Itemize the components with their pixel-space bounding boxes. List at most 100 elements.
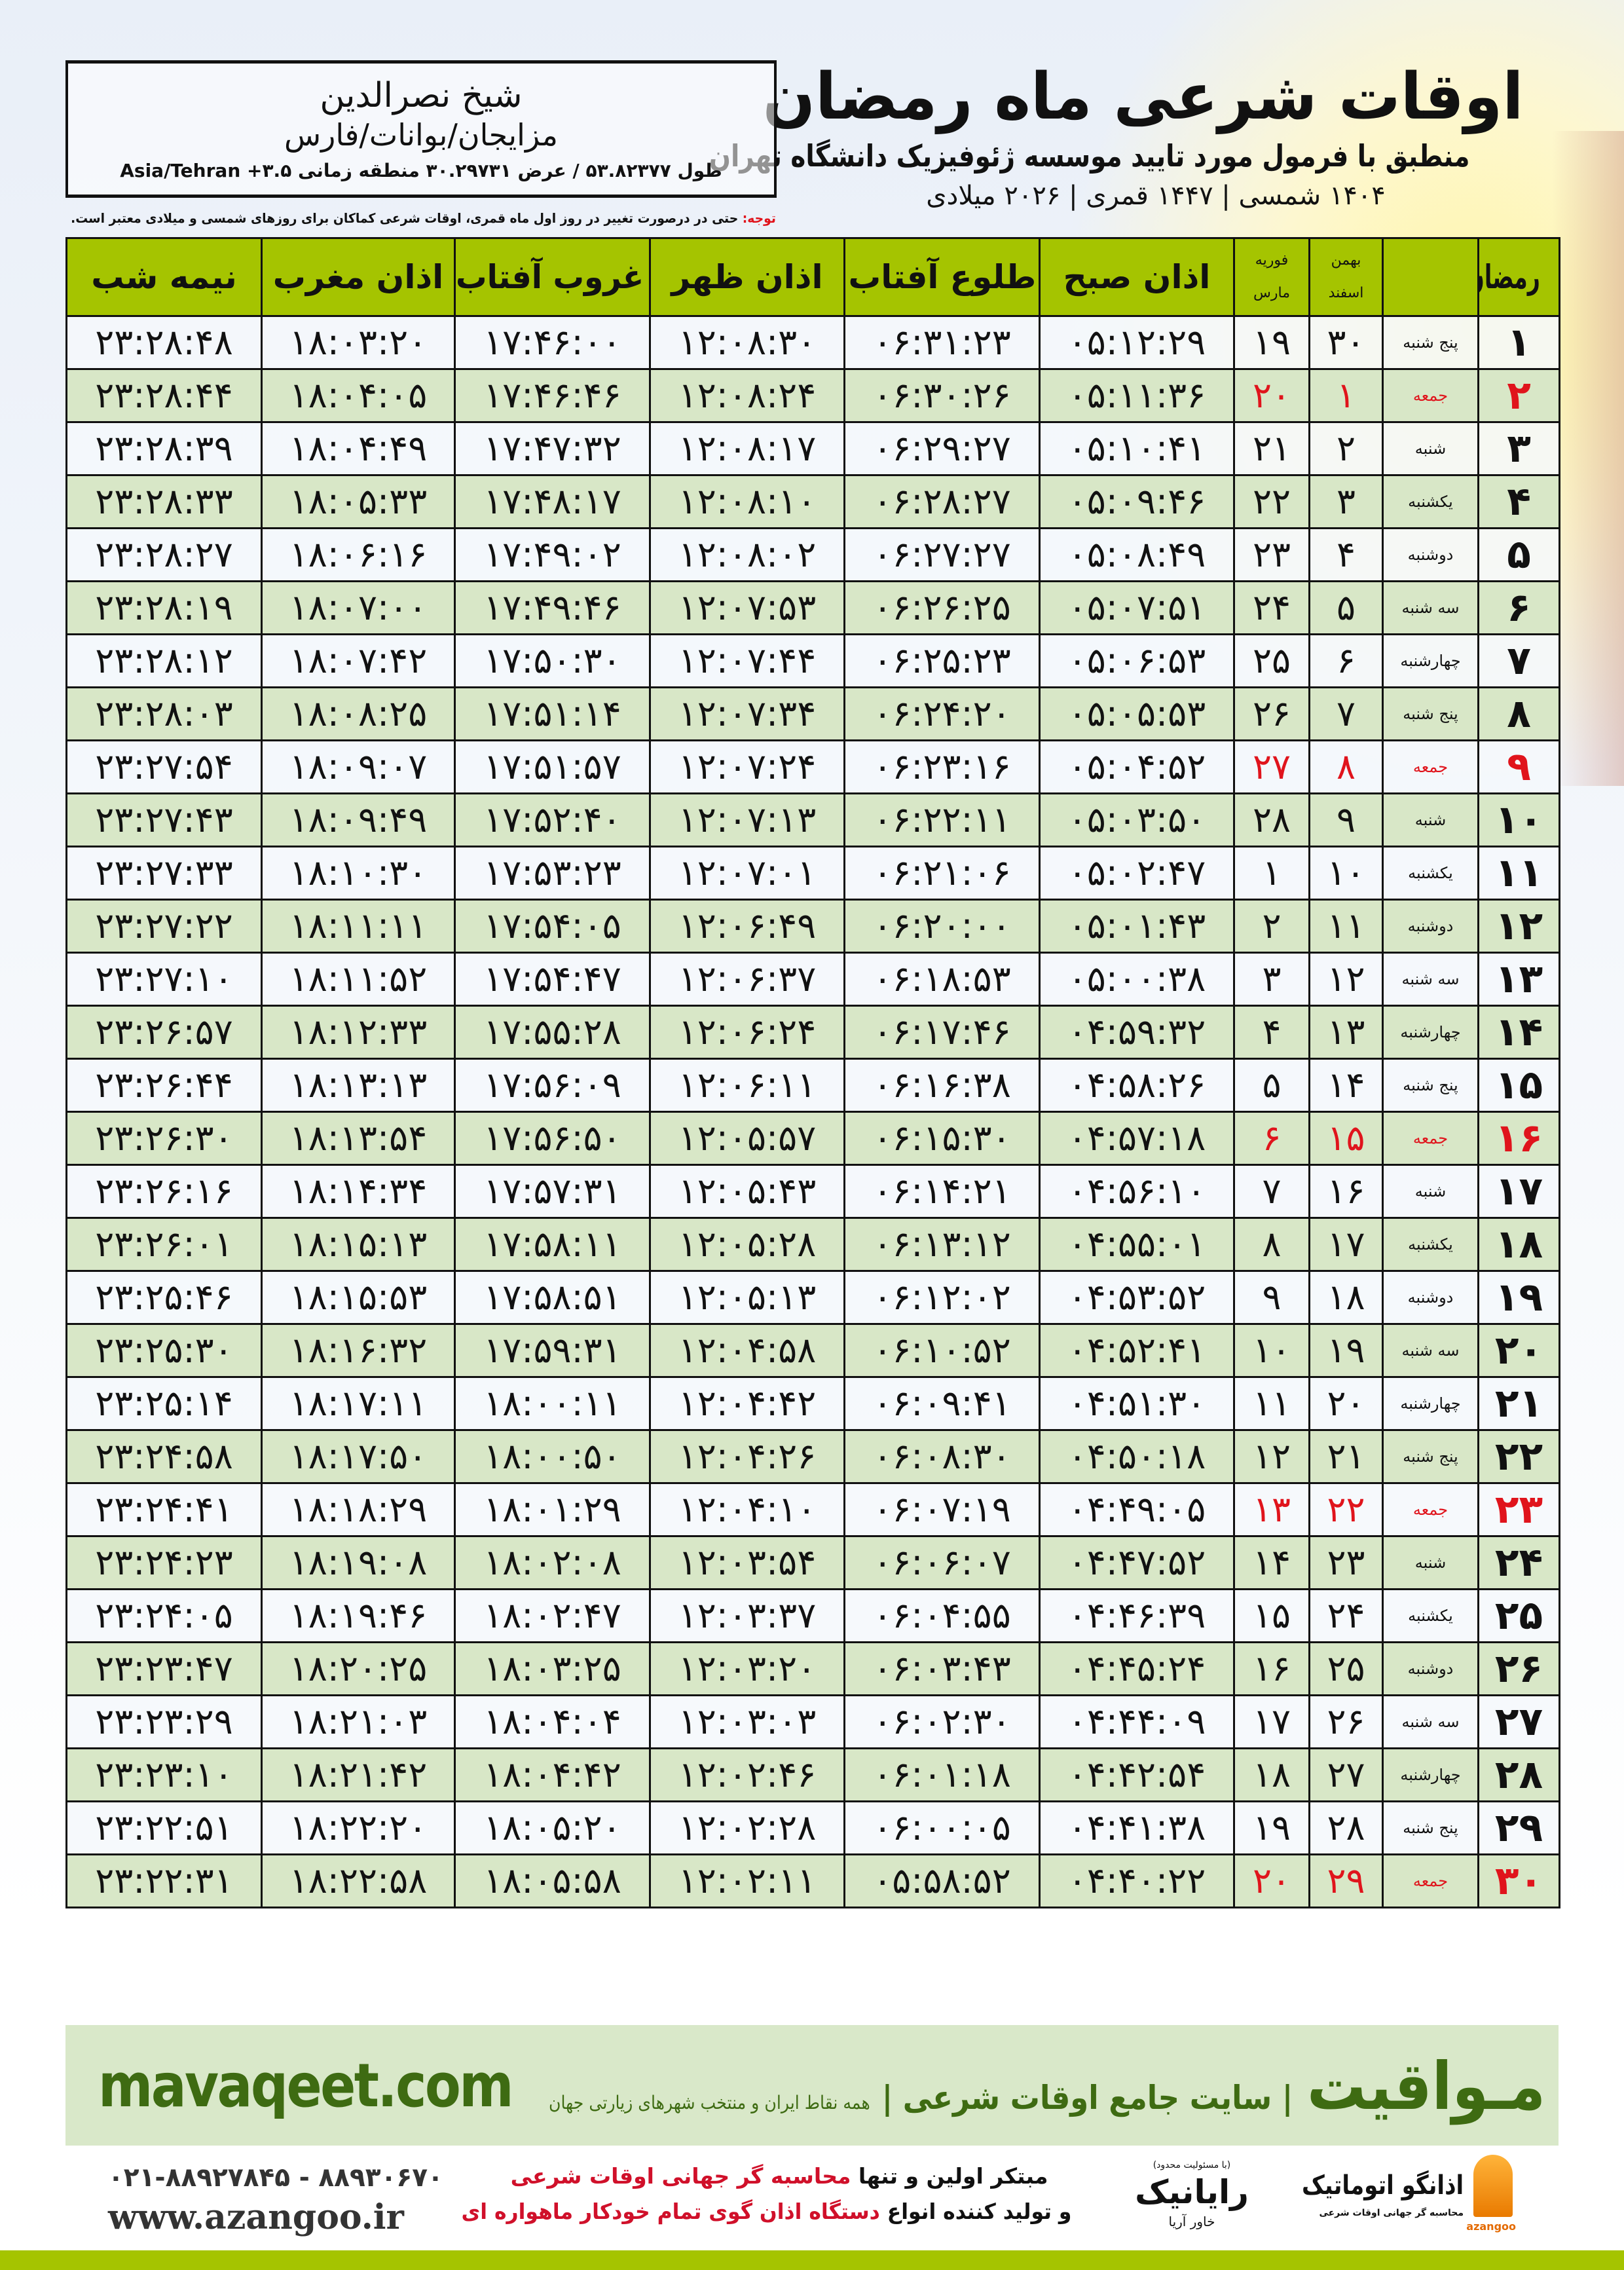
table-row: ۱۶ جمعه ۱۵ ۶ ۰۴:۵۷:۱۸ ۰۶:۱۵:۳۰ ۱۲:۰۵:۵۷ ۱۷:۵۶:۵… xyxy=(65,1111,1560,1166)
ghorub-time: ۱۸:۰۵:۵۸ xyxy=(483,1860,621,1901)
zohr-time-cell: ۱۲:۰۷:۱۳ xyxy=(649,792,845,847)
miladi-day-cell: ۶ xyxy=(1233,1111,1310,1166)
miladi-day: ۱۱ xyxy=(1252,1383,1291,1424)
maghrib-time-cell: ۱۸:۱۳:۵۴ xyxy=(261,1111,456,1166)
ghorub-time-cell: ۱۸:۰۰:۱۱ xyxy=(454,1376,651,1431)
header-miladi-bottom: مارس xyxy=(1253,285,1290,301)
tolu-time: ۰۶:۲۸:۲۷ xyxy=(873,481,1011,522)
shamsi-day-cell: ۱۴ xyxy=(1308,1058,1384,1113)
maghrib-time-cell: ۱۸:۰۳:۲۰ xyxy=(261,315,456,370)
table-row: ۵ دوشنبه ۴ ۲۳ ۰۵:۰۸:۴۹ ۰۶:۲۷:۲۷ ۱۲:۰۸:۰۲ ۱۷:۴۹:… xyxy=(65,527,1560,582)
shamsi-day: ۲۰ xyxy=(1327,1383,1365,1424)
header-ramadan-cell: رمضان xyxy=(1477,237,1560,317)
shamsi-day-cell: ۲۱ xyxy=(1308,1429,1384,1484)
maghrib-time-cell: ۱۸:۱۱:۱۱ xyxy=(261,899,456,954)
tolu-time: ۰۶:۰۳:۴۳ xyxy=(873,1648,1011,1689)
nime-shab-time: ۲۳:۲۸:۲۷ xyxy=(95,534,233,575)
maghrib-time-cell: ۱۸:۱۵:۵۳ xyxy=(261,1270,456,1325)
zohr-time-cell: ۱۲:۰۷:۵۳ xyxy=(649,580,845,635)
shamsi-day-cell: ۱۷ xyxy=(1308,1217,1384,1272)
miladi-day-cell: ۱۹ xyxy=(1233,1800,1310,1855)
mavaqeet-url[interactable]: mavaqeet.com xyxy=(98,2051,514,2121)
tolu-time-cell: ۰۶:۰۳:۴۳ xyxy=(843,1641,1041,1696)
tolu-time-cell: ۰۶:۰۰:۰۵ xyxy=(843,1800,1041,1855)
sobh-time: ۰۵:۰۸:۴۹ xyxy=(1067,534,1206,575)
zohr-time: ۱۲:۰۵:۴۳ xyxy=(678,1170,817,1212)
zohr-time-cell: ۱۲:۰۸:۲۴ xyxy=(649,368,845,423)
table-row: ۲۱ چهارشنبه ۲۰ ۱۱ ۰۴:۵۱:۳۰ ۰۶:۰۹:۴۱ ۱۲:۰۴:۴۲ ۱۸… xyxy=(65,1376,1560,1431)
weekday: سه شنبه xyxy=(1401,970,1460,988)
tolu-time-cell: ۰۶:۲۵:۲۳ xyxy=(843,633,1041,688)
ramadan-day: ۱۳ xyxy=(1494,956,1543,1002)
weekday: پنج شنبه xyxy=(1403,705,1458,723)
zohr-time-cell: ۱۲:۰۵:۱۳ xyxy=(649,1270,845,1325)
sobh-time-cell: ۰۴:۴۷:۵۲ xyxy=(1039,1535,1235,1590)
miladi-day-cell: ۲۸ xyxy=(1233,792,1310,847)
year-line-wrap: ۱۴۰۴ شمسی | ۱۴۴۷ قمری | ۲۰۲۶ میلادی xyxy=(773,178,1539,214)
maghrib-time-cell: ۱۸:۰۹:۴۹ xyxy=(261,792,456,847)
sobh-time: ۰۵:۰۳:۵۰ xyxy=(1067,799,1206,840)
miladi-day: ۳ xyxy=(1262,958,1282,999)
promo-line1-inner: مبتکر اولین و تنها محاسبه گر جهانی اوقات… xyxy=(511,2159,1048,2194)
sobh-time-cell: ۰۵:۰۳:۵۰ xyxy=(1039,792,1235,847)
miladi-day: ۱۹ xyxy=(1252,322,1291,363)
nime-shab-time-cell: ۲۳:۲۵:۳۰ xyxy=(65,1323,263,1378)
mavaqeet-brand-row: مـواقیت | سایت جامع اوقات شرعی | همه نقاط … xyxy=(544,2030,1545,2142)
weekday: دوشنبه xyxy=(1407,917,1454,935)
ramadan-day-cell: ۳ xyxy=(1477,421,1560,476)
maghrib-time-cell: ۱۸:۱۸:۲۹ xyxy=(261,1482,456,1537)
ghorub-time-cell: ۱۷:۵۰:۳۰ xyxy=(454,633,651,688)
table-row: ۶ سه شنبه ۵ ۲۴ ۰۵:۰۷:۵۱ ۰۶:۲۶:۲۵ ۱۲:۰۷:۵۳ ۱۷:۴۹… xyxy=(65,580,1560,635)
miladi-day: ۱۰ xyxy=(1252,1330,1291,1371)
shamsi-day: ۲ xyxy=(1336,428,1356,469)
nime-shab-time-cell: ۲۳:۲۸:۱۹ xyxy=(65,580,263,635)
location-box: شیخ نصرالدین مزایجان/بوانات/فارس طول ۵۳.… xyxy=(65,60,777,198)
header-ghorub-cell: غروب آفتاب xyxy=(454,237,651,317)
nime-shab-time: ۲۳:۲۶:۰۱ xyxy=(95,1223,233,1265)
ramadan-day: ۲۳ xyxy=(1494,1487,1543,1533)
nime-shab-time: ۲۳:۲۸:۱۲ xyxy=(95,640,233,681)
zohr-time: ۱۲:۰۵:۲۸ xyxy=(678,1223,817,1265)
zohr-time-cell: ۱۲:۰۸:۳۰ xyxy=(649,315,845,370)
zohr-time: ۱۲:۰۲:۴۶ xyxy=(678,1754,817,1795)
tolu-time: ۰۶:۲۴:۲۰ xyxy=(873,693,1011,734)
ghorub-time-cell: ۱۷:۴۶:۰۰ xyxy=(454,315,651,370)
sobh-time: ۰۴:۵۰:۱۸ xyxy=(1067,1436,1206,1477)
rayanik-logo: (با مسئولیت محدود) رایانیک خاور آریا xyxy=(1113,2159,1270,2231)
ramadan-day: ۲۷ xyxy=(1494,1699,1543,1745)
miladi-day-cell: ۵ xyxy=(1233,1058,1310,1113)
weekday-cell: چهارشنبه xyxy=(1382,1376,1479,1431)
promo-text: مبتکر اولین و تنها محاسبه گر جهانی اوقات… xyxy=(462,2159,1087,2229)
promo-line1: مبتکر اولین و تنها محاسبه گر جهانی اوقات… xyxy=(471,2159,1087,2194)
shamsi-day-cell: ۱۸ xyxy=(1308,1270,1384,1325)
sobh-time-cell: ۰۴:۴۶:۳۹ xyxy=(1039,1588,1235,1643)
ramadan-day: ۱۵ xyxy=(1494,1062,1543,1108)
weekday-cell: سه شنبه xyxy=(1382,1323,1479,1378)
miladi-day: ۱۷ xyxy=(1252,1701,1291,1742)
weekday-cell: سه شنبه xyxy=(1382,952,1479,1007)
tolu-time: ۰۶:۳۰:۲۶ xyxy=(873,375,1011,416)
promo-line2: و تولید کننده انواع دستگاه اذان گوی تمام… xyxy=(462,2194,1087,2229)
table-row: ۱۰ شنبه ۹ ۲۸ ۰۵:۰۳:۵۰ ۰۶:۲۲:۱۱ ۱۲:۰۷:۱۳ ۱۷:۵۲:۴… xyxy=(65,792,1560,847)
nime-shab-time-cell: ۲۳:۲۴:۰۵ xyxy=(65,1588,263,1643)
page-subtitle-wrap: منطبق با فرمول مورد تایید موسسه ژئوفیزیک… xyxy=(709,136,1539,176)
maghrib-time: ۱۸:۰۶:۱۶ xyxy=(289,534,428,575)
weekday-cell: چهارشنبه xyxy=(1382,633,1479,688)
weekday: سه شنبه xyxy=(1401,1341,1460,1360)
nime-shab-time-cell: ۲۳:۲۸:۲۷ xyxy=(65,527,263,582)
ramadan-day: ۲ xyxy=(1507,373,1531,419)
ghorub-time-cell: ۱۷:۵۴:۰۵ xyxy=(454,899,651,954)
ramadan-day: ۱۶ xyxy=(1494,1115,1543,1161)
ghorub-time-cell: ۱۸:۰۵:۵۸ xyxy=(454,1853,651,1908)
ghorub-time: ۱۷:۴۹:۰۲ xyxy=(483,534,621,575)
miladi-day: ۲۰ xyxy=(1252,375,1291,416)
sobh-time: ۰۵:۰۱:۴۳ xyxy=(1067,905,1206,946)
weekday-cell: شنبه xyxy=(1382,1164,1479,1219)
azangoo-url[interactable]: www.azangoo.ir xyxy=(108,2197,404,2237)
nime-shab-time: ۲۳:۲۲:۵۱ xyxy=(95,1807,233,1848)
ramadan-day: ۸ xyxy=(1507,691,1531,737)
nime-shab-time-cell: ۲۳:۲۳:۱۰ xyxy=(65,1747,263,1802)
ghorub-time: ۱۸:۰۵:۲۰ xyxy=(483,1807,621,1848)
ramadan-day: ۳ xyxy=(1507,426,1531,472)
azangoo-url-wrap: www.azangoo.ir xyxy=(108,2197,449,2239)
